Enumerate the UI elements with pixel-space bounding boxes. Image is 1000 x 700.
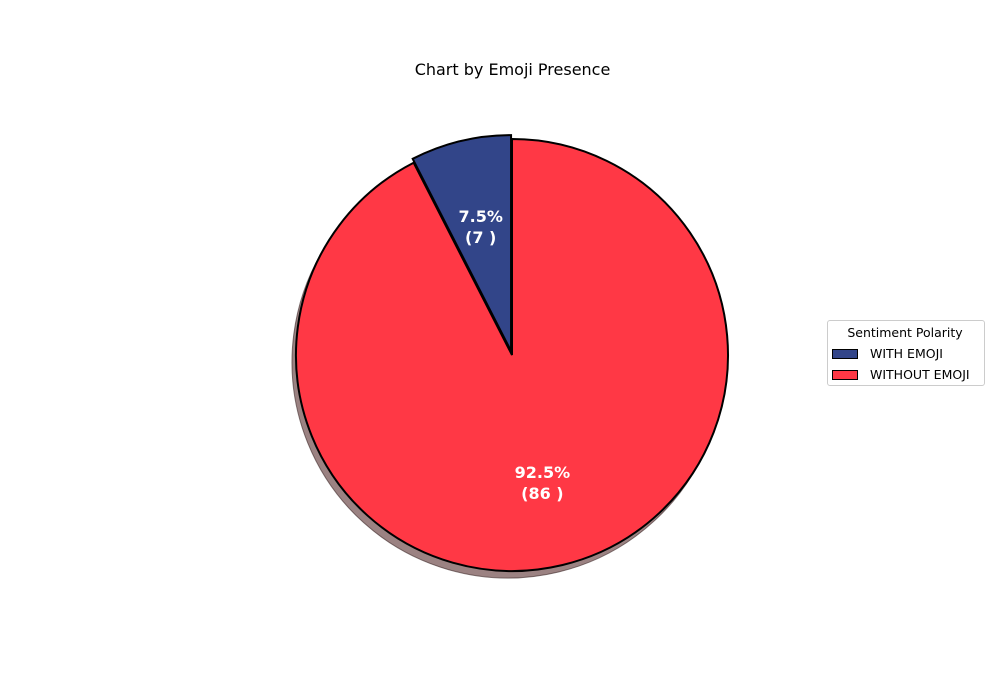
legend-swatch-with-emoji xyxy=(832,348,858,359)
legend-title: Sentiment Polarity xyxy=(847,325,963,340)
slice-count-label-with-emoji: (7 ) xyxy=(465,228,496,247)
legend-swatch-without-emoji xyxy=(832,369,858,380)
pie-slice-with-emoji xyxy=(411,134,513,352)
slice-count-label-without-emoji: (86 ) xyxy=(521,484,563,503)
legend-item-with-emoji: WITH EMOJI xyxy=(832,343,978,364)
pie-slice-without-emoji xyxy=(295,137,729,572)
chart-title: Chart by Emoji Presence xyxy=(414,60,611,79)
legend-label-with-emoji: WITH EMOJI xyxy=(870,346,943,361)
pie-labels: 7.5% (7 ) 92.5% (86 ) xyxy=(459,207,571,503)
slice-percent-label-with-emoji: 7.5% xyxy=(459,207,503,226)
pie-slices xyxy=(295,134,729,572)
slice-percent-label-without-emoji: 92.5% xyxy=(515,463,571,482)
legend-item-without-emoji: WITHOUT EMOJI xyxy=(832,364,978,385)
legend-label-without-emoji: WITHOUT EMOJI xyxy=(870,367,970,382)
legend: Sentiment Polarity WITH EMOJI WITHOUT EM… xyxy=(827,320,985,386)
